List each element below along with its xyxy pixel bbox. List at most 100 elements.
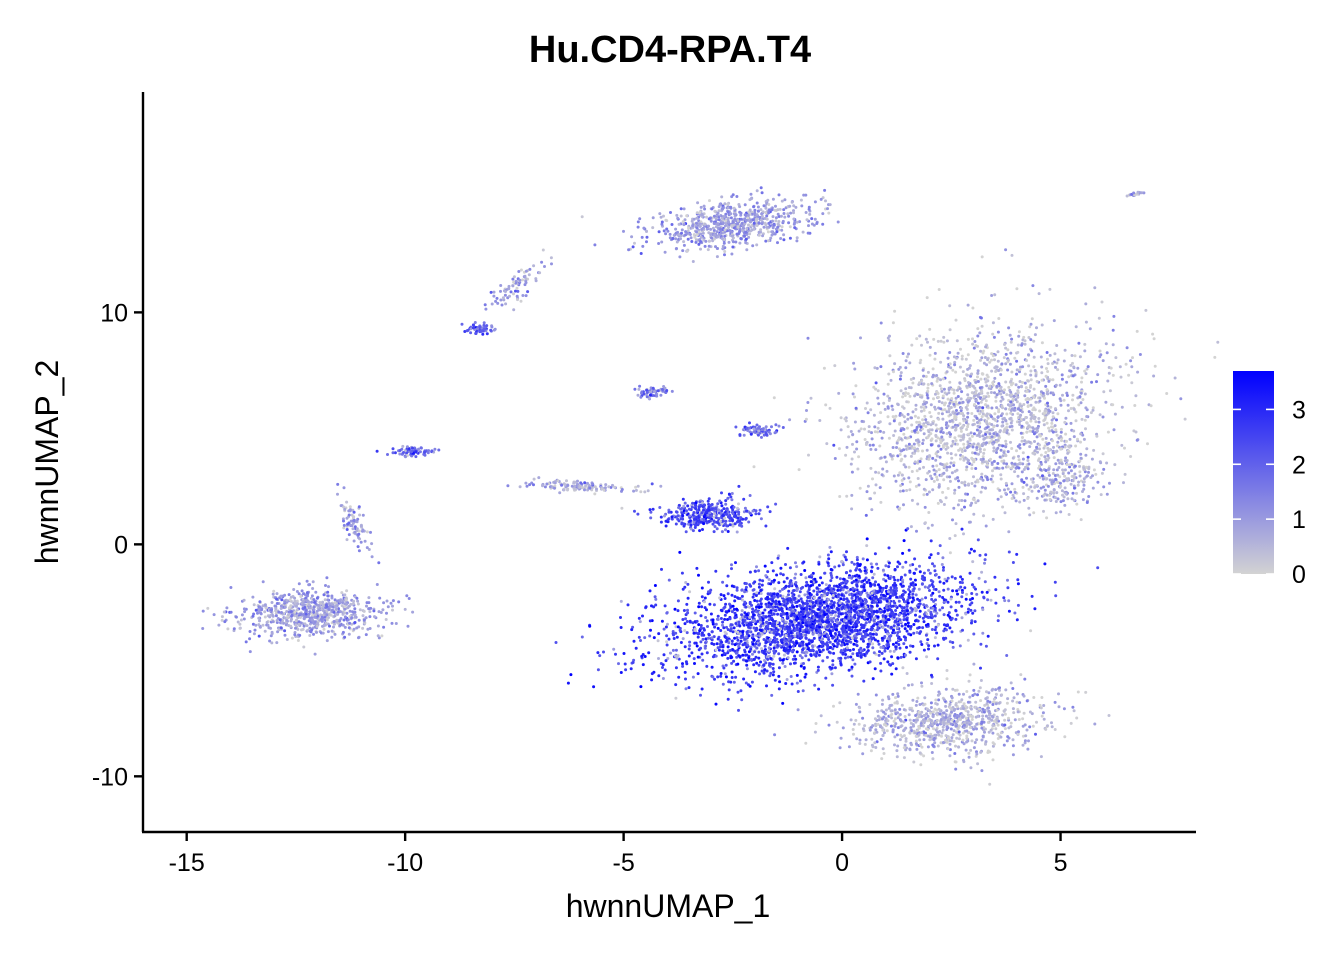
cell-point (896, 565, 899, 569)
cell-point (719, 608, 723, 612)
cell-point (990, 461, 994, 465)
cell-point (681, 587, 685, 591)
cell-point (902, 427, 906, 431)
cell-point (978, 553, 982, 557)
cell-point (943, 442, 947, 446)
cell-point (1059, 403, 1063, 407)
cell-point (1112, 428, 1116, 432)
cell-point (846, 605, 850, 609)
cell-point (966, 415, 970, 419)
cell-point (898, 646, 902, 650)
cell-point (1046, 370, 1050, 373)
cell-point (837, 639, 841, 643)
cell-point (657, 674, 661, 678)
cell-point (772, 628, 776, 632)
cell-point (794, 561, 797, 565)
cell-point (687, 654, 691, 658)
cell-point (839, 656, 843, 660)
cell-point (1028, 440, 1032, 444)
cell-point (1080, 376, 1084, 380)
cell-point (1053, 352, 1057, 356)
cell-point (661, 666, 664, 669)
cell-point (1111, 343, 1115, 347)
cell-point (947, 611, 951, 615)
cell-point (913, 429, 917, 433)
cell-point (1023, 342, 1027, 346)
cell-point (851, 652, 855, 656)
cell-point (989, 457, 992, 461)
cell-point (854, 406, 858, 410)
cell-point (1129, 455, 1133, 458)
cell-point (960, 450, 964, 453)
cell-point (926, 370, 930, 374)
cell-point (809, 639, 813, 643)
cell-point (941, 606, 944, 610)
cell-point (1069, 421, 1073, 425)
cell-point (831, 642, 835, 646)
cell-point (693, 611, 697, 615)
cell-point (852, 605, 856, 609)
cell-point (915, 425, 919, 429)
cell-point (851, 442, 854, 446)
cell-point (804, 636, 808, 640)
cell-point (963, 499, 967, 503)
cell-point (864, 612, 868, 616)
cell-point (972, 418, 976, 422)
cell-point (675, 635, 679, 639)
cell-point (809, 654, 813, 657)
cell-point (955, 736, 959, 740)
cell-point (922, 374, 926, 378)
cell-point (960, 581, 964, 585)
cell-point (866, 645, 870, 649)
cell-point (596, 651, 600, 655)
cell-point (1090, 380, 1094, 384)
cell-point (1146, 442, 1149, 446)
cell-point (723, 597, 727, 600)
cell-point (844, 615, 848, 619)
cell-point (852, 608, 856, 612)
cell-point (719, 617, 723, 620)
cell-point (936, 339, 940, 343)
cell-point (813, 683, 817, 687)
cell-point (834, 614, 838, 618)
cell-point (893, 429, 897, 433)
cell-point (1056, 358, 1060, 362)
cell-point (775, 593, 779, 597)
cell-point (1053, 728, 1057, 731)
cell-point (936, 450, 940, 454)
cell-point (895, 446, 898, 449)
cell-point (966, 425, 970, 429)
cell-point (759, 592, 763, 595)
cell-point (933, 569, 937, 573)
cell-point (1086, 365, 1090, 369)
cell-point (867, 430, 871, 434)
cell-point (894, 641, 898, 645)
cell-point (831, 611, 835, 615)
cell-point (918, 381, 921, 385)
cell-point (976, 480, 980, 484)
cell-point (930, 523, 934, 527)
cell-point (937, 468, 941, 472)
cell-point (674, 683, 678, 687)
cell-point (1040, 371, 1044, 375)
cell-point (724, 602, 728, 606)
cell-point (926, 586, 930, 590)
cell-point (1075, 502, 1079, 506)
cell-point (747, 650, 751, 654)
cell-point (746, 643, 749, 647)
cell-point (647, 651, 651, 655)
cell-point (795, 617, 799, 621)
cell-point (833, 623, 836, 626)
cell-point (857, 605, 861, 609)
cell-point (860, 603, 864, 607)
cell-point (711, 620, 715, 624)
cell-point (922, 571, 926, 575)
cell-point (960, 390, 964, 394)
cell-point (868, 632, 872, 636)
cell-point (942, 335, 946, 339)
cell-point (816, 665, 820, 669)
cell-point (1007, 385, 1011, 389)
cell-point (933, 644, 936, 648)
cell-point (904, 560, 908, 564)
cell-point (630, 628, 634, 632)
